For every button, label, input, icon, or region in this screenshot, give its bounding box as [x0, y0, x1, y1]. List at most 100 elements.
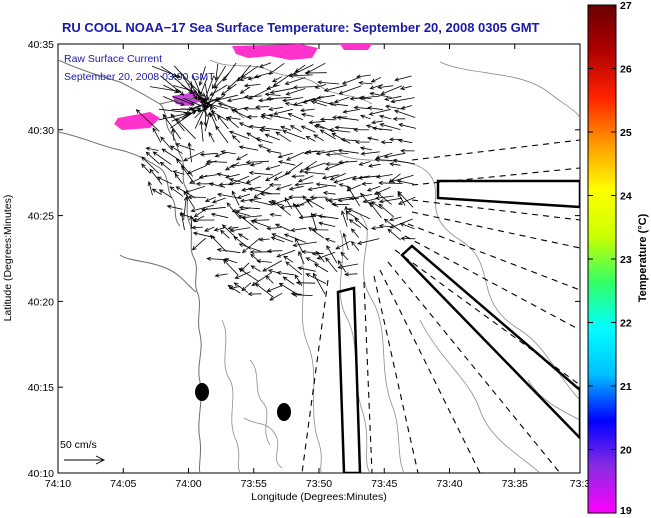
current-vector-head: [375, 155, 381, 160]
current-vector-head: [193, 218, 198, 222]
current-vector-head: [234, 210, 240, 215]
station-marker-east: [277, 403, 291, 421]
current-vector-head: [288, 186, 294, 191]
current-vector: [387, 228, 401, 241]
current-vector-head: [220, 91, 226, 96]
current-vector-head: [176, 74, 182, 78]
current-vector: [313, 99, 337, 106]
current-vector: [190, 216, 193, 229]
current-vector: [288, 113, 304, 121]
current-vector: [308, 185, 328, 191]
current-vector: [228, 175, 250, 186]
current-vector-head: [354, 139, 360, 145]
current-vector-head: [233, 236, 239, 241]
current-vector-head: [302, 195, 307, 200]
x-tick-label: 73:45: [371, 478, 397, 490]
x-tick-label: 74:00: [175, 478, 201, 490]
current-vector-head: [355, 74, 361, 79]
current-vector: [329, 129, 351, 133]
current-vector: [379, 225, 391, 227]
current-vector: [295, 182, 314, 186]
current-vector-head: [208, 131, 213, 137]
current-vector: [253, 219, 270, 221]
contour-7: [209, 59, 373, 105]
current-vector-head: [298, 250, 303, 256]
shipping-lanes-dashed: [301, 139, 580, 473]
current-vector-head: [314, 84, 320, 89]
current-vector-head: [275, 131, 281, 136]
current-vector: [248, 188, 272, 195]
current-vector-head: [390, 99, 396, 104]
current-vector: [384, 152, 406, 158]
current-vector-head: [377, 85, 383, 90]
current-vector: [378, 85, 394, 88]
current-vector-head: [279, 204, 285, 210]
current-vector: [269, 292, 283, 301]
current-vector-head: [186, 110, 192, 115]
current-vector: [146, 147, 159, 151]
current-vector-head: [314, 263, 319, 268]
current-vector: [159, 75, 184, 96]
current-vector: [246, 132, 262, 142]
current-vector-head: [239, 198, 245, 203]
current-vector: [373, 127, 393, 131]
current-vector: [304, 171, 326, 175]
current-vector-head: [284, 170, 290, 175]
current-vector: [262, 260, 283, 272]
colorbar-tick-label: 19: [620, 505, 632, 517]
current-vector: [271, 236, 285, 243]
current-vector: [241, 186, 262, 191]
current-vector: [152, 128, 162, 143]
current-vector: [271, 197, 292, 205]
current-vector-head: [358, 95, 363, 101]
current-vector: [214, 72, 230, 89]
current-vector-head: [258, 98, 263, 103]
current-vector-head: [260, 125, 266, 131]
current-vector-head: [193, 212, 199, 218]
current-vector: [157, 176, 172, 185]
current-vector: [207, 161, 227, 163]
current-vector: [187, 164, 208, 174]
current-vector-head: [317, 80, 322, 85]
current-vector-head: [189, 179, 194, 184]
current-vector: [163, 96, 185, 106]
current-vector-head: [183, 157, 188, 162]
current-vector-head: [180, 101, 186, 106]
current-vector: [226, 116, 239, 129]
current-vector-head: [329, 176, 335, 181]
current-vector-head: [394, 109, 399, 114]
current-vector: [141, 163, 151, 174]
current-vector: [280, 126, 292, 131]
contour-9: [249, 359, 271, 446]
current-vector-head: [282, 276, 288, 281]
current-vector: [205, 87, 218, 110]
current-vector-head: [300, 125, 306, 130]
current-vector-head: [187, 195, 193, 200]
current-vector-head: [358, 80, 364, 86]
current-vector: [389, 216, 402, 221]
current-vector-head: [217, 114, 222, 120]
current-vector-head: [360, 114, 365, 119]
current-vector-head: [315, 123, 321, 128]
current-vector-head: [238, 268, 244, 273]
current-vector-head: [392, 158, 398, 163]
current-vector-head: [325, 152, 331, 157]
current-vector-head: [258, 128, 264, 133]
current-vector: [308, 227, 324, 239]
current-vector: [255, 138, 273, 144]
current-vector: [220, 230, 230, 239]
current-vector: [302, 251, 314, 253]
current-vector-head: [288, 195, 293, 200]
y-tick-label: 40:30: [28, 125, 54, 137]
current-vector: [390, 174, 414, 183]
current-vector: [285, 77, 306, 85]
current-vector: [298, 251, 305, 265]
current-vector-head: [324, 237, 330, 242]
current-vector: [235, 211, 251, 217]
current-vector-head: [344, 205, 349, 211]
current-vector: [211, 65, 226, 89]
current-vector-head: [397, 192, 402, 198]
current-vector: [237, 64, 252, 82]
current-vector: [223, 259, 239, 276]
current-vector-head: [353, 105, 359, 110]
